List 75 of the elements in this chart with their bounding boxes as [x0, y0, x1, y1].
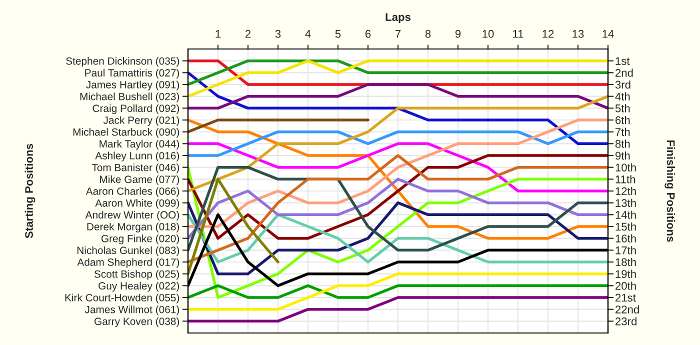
category-label: Michael Starbuck (090): [73, 128, 180, 138]
y2-tick-label: 4th: [615, 92, 630, 100]
x-tick-label: 7: [395, 30, 401, 38]
category-label: Adam Shepherd (017): [77, 258, 180, 268]
line-series: [188, 59, 608, 98]
category-label: Kirk Court-Howden (055): [65, 294, 180, 304]
category-label: Craig Pollard (092): [92, 104, 180, 114]
category-label: Paul Tamattiris (027): [85, 68, 180, 79]
line-series: [188, 94, 608, 192]
y2-tick-label: 9th: [615, 151, 630, 160]
y2-tick-label: 8th: [615, 140, 630, 148]
line-series: [188, 142, 608, 192]
x-tick-label: 3: [275, 30, 281, 38]
y2-tick-label: 5th: [615, 104, 630, 112]
category-label: Ashley Lunn (016): [95, 152, 180, 162]
x-tick-label: 4: [305, 30, 311, 38]
y2-tick-label: 16th: [616, 234, 636, 242]
category-label: Greg Finke (020): [101, 234, 180, 244]
line-series: [188, 272, 608, 311]
line-series: [188, 154, 608, 264]
y2-tick-label: 23rd: [616, 317, 636, 326]
category-label: Aaron White (099): [95, 199, 180, 209]
category-label: Aaron Charles (066): [86, 187, 180, 197]
y2-tick-label: 13th: [616, 198, 636, 207]
category-label: Mike Game (077): [100, 175, 180, 186]
y2-tick-label: 22nd: [616, 305, 639, 314]
y2-tick-label: 10th: [616, 163, 636, 172]
x-tick-label: 10: [482, 30, 494, 38]
line-series: [188, 71, 608, 146]
y2-tick-label: 7th: [616, 128, 630, 136]
x-tick-label: 14: [602, 30, 614, 38]
line-series: [188, 178, 608, 240]
category-label: James Hartley (091): [86, 80, 180, 90]
category-label: Guy Healey (022): [98, 282, 180, 292]
category-label: Michael Bushell (023): [80, 92, 180, 102]
x-tick-label: 11: [513, 30, 524, 38]
x-tick-label: 13: [572, 30, 584, 38]
y2-tick-label: 20th: [616, 282, 636, 290]
category-label: Scott Bishop (025): [94, 270, 180, 280]
x-tick-label: 1: [216, 30, 221, 38]
y2-axis-title: Finishing Positions: [664, 140, 676, 242]
y2-tick-label: 14th: [616, 210, 636, 219]
y2-tick-label: 15th: [616, 222, 636, 231]
x-tick-label: 5: [335, 30, 341, 38]
y2-tick-label: 6th: [616, 116, 630, 124]
category-label: Derek Morgan (018): [87, 222, 180, 232]
category-label: Jack Perry (021): [103, 116, 180, 126]
line-series: [188, 178, 280, 276]
x-tick-label: 2: [245, 30, 251, 38]
category-label: Andrew Winter (OO): [85, 210, 180, 221]
x-tick-label: 9: [455, 30, 461, 38]
text: Starting Positions: [24, 144, 36, 238]
line-series: [188, 154, 608, 240]
y2-tick-label: 17th: [616, 246, 636, 254]
y2-tick-label: 19th: [616, 270, 636, 278]
y2-tick-label: 11th: [616, 175, 636, 184]
x-tick-label: 8: [425, 30, 431, 38]
y2-tick-label: 2nd: [616, 68, 633, 77]
category-label: Garry Koven (038): [94, 317, 180, 328]
category-label: Mark Taylor (044): [100, 140, 180, 150]
category-label: Nicholas Gunkel (083): [77, 246, 180, 256]
y2-tick-label: 21st: [616, 294, 636, 302]
category-label: James Willmot (061): [84, 306, 180, 316]
line-series: [188, 201, 608, 276]
line-series: [188, 166, 608, 252]
y2-tick-label: 18th: [616, 258, 636, 266]
y2-tick-label: 12th: [616, 186, 636, 196]
chart-title: Laps: [386, 13, 411, 24]
y2-tick-label: 1st: [616, 57, 630, 65]
x-tick-label: 12: [542, 30, 554, 38]
y2-tick-label: 3rd: [615, 80, 630, 89]
line-series: [188, 213, 608, 264]
x-tick-label: 6: [365, 30, 371, 38]
category-label: Stephen Dickinson (035): [66, 57, 180, 67]
category-label: Tom Banister (046): [92, 164, 180, 174]
